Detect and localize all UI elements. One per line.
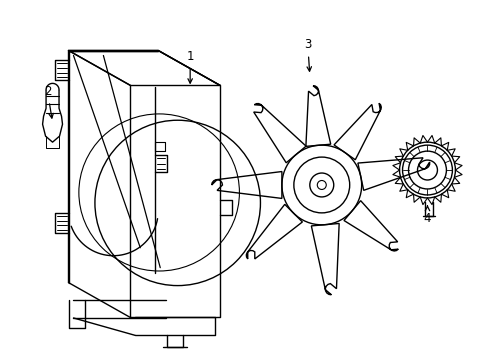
Text: 3: 3 <box>304 39 311 71</box>
Text: 1: 1 <box>186 50 194 83</box>
Text: 4: 4 <box>423 206 430 225</box>
Text: 2: 2 <box>44 85 53 118</box>
